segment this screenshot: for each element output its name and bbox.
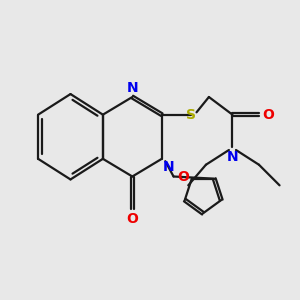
Text: N: N bbox=[226, 150, 238, 164]
Text: N: N bbox=[127, 81, 138, 94]
Text: O: O bbox=[262, 108, 274, 122]
Text: O: O bbox=[177, 170, 189, 184]
Text: S: S bbox=[186, 108, 196, 122]
Text: O: O bbox=[126, 212, 138, 226]
Text: N: N bbox=[163, 160, 175, 174]
